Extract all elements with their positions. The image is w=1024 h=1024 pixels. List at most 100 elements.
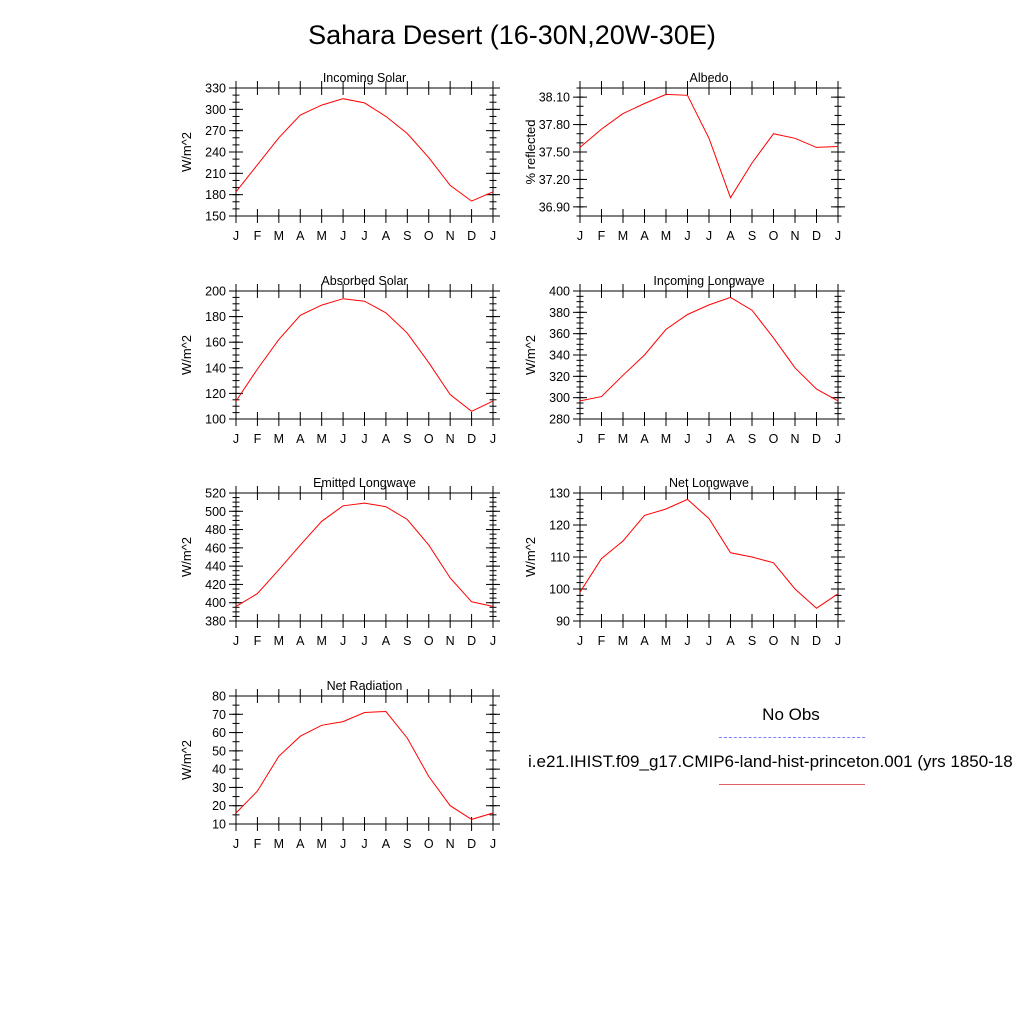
series-line-1 [235, 710, 494, 820]
x-tick-label: J [706, 634, 712, 648]
x-tick-label: A [726, 634, 735, 648]
x-tick-label: O [424, 634, 434, 648]
x-tick-label: S [748, 634, 756, 648]
x-tick-label: S [403, 229, 411, 243]
x-tick-label: N [790, 432, 799, 446]
y-axis-label: W/m^2 [179, 740, 194, 780]
y-tick-label: 70 [212, 708, 226, 722]
x-tick-label: J [233, 229, 239, 243]
x-tick-label: M [274, 229, 284, 243]
x-tick-label: F [598, 432, 606, 446]
x-tick-label: F [598, 634, 606, 648]
x-tick-label: J [577, 229, 583, 243]
y-tick-label: 420 [205, 578, 226, 592]
x-tick-label: D [467, 634, 476, 648]
x-tick-label: A [382, 229, 391, 243]
x-tick-label: J [684, 634, 690, 648]
y-tick-label: 400 [549, 285, 570, 299]
x-tick-label: O [424, 432, 434, 446]
page-title: Sahara Desert (16-30N,20W-30E) [308, 20, 716, 50]
y-tick-label: 360 [549, 327, 570, 341]
legend-obs-line [719, 737, 865, 738]
x-tick-label: J [361, 634, 367, 648]
legend-obs-label: No Obs [762, 705, 820, 724]
chart-title: Incoming Longwave [653, 274, 764, 288]
y-tick-label: 380 [549, 306, 570, 320]
y-axis-label: W/m^2 [523, 537, 538, 577]
y-tick-label: 320 [549, 370, 570, 384]
x-tick-label: M [274, 634, 284, 648]
series-line-1 [579, 93, 839, 199]
chart-title: Albedo [690, 71, 729, 85]
x-tick-label: A [296, 837, 305, 851]
x-tick-label: M [316, 634, 326, 648]
y-tick-label: 210 [205, 167, 226, 181]
y-tick-label: 140 [205, 361, 226, 375]
x-tick-label: J [706, 229, 712, 243]
chart-panel-5: Emitted Longwave W/m^2 380 400 420 440 460 480 5… [179, 476, 500, 648]
y-tick-label: 100 [205, 413, 226, 427]
y-tick-label: 90 [556, 615, 570, 629]
y-tick-label: 500 [205, 505, 226, 519]
y-tick-label: 520 [205, 487, 226, 501]
x-tick-label: M [316, 837, 326, 851]
x-tick-label: D [812, 432, 821, 446]
x-tick-label: A [382, 432, 391, 446]
x-tick-label: A [382, 837, 391, 851]
plot-frame [579, 492, 839, 622]
x-tick-label: J [684, 432, 690, 446]
x-tick-label: F [598, 229, 606, 243]
x-tick-label: N [790, 229, 799, 243]
x-tick-label: J [835, 229, 841, 243]
y-tick-label: 300 [205, 103, 226, 117]
y-tick-label: 330 [205, 82, 226, 96]
x-tick-label: J [490, 229, 496, 243]
x-tick-label: J [340, 229, 346, 243]
chart-title: Incoming Solar [323, 71, 406, 85]
y-tick-label: 100 [549, 583, 570, 597]
x-tick-label: J [835, 432, 841, 446]
x-tick-label: M [274, 837, 284, 851]
y-tick-label: 180 [205, 310, 226, 324]
x-tick-label: A [640, 634, 649, 648]
y-tick-label: 37.50 [539, 146, 570, 160]
x-tick-label: M [316, 432, 326, 446]
x-tick-label: S [403, 837, 411, 851]
x-tick-label: M [618, 634, 628, 648]
x-tick-label: D [467, 229, 476, 243]
x-tick-label: J [361, 837, 367, 851]
chart-title: Net Radiation [327, 679, 403, 693]
x-tick-label: A [640, 229, 649, 243]
x-tick-label: J [340, 837, 346, 851]
plot-frame [235, 290, 494, 420]
x-tick-label: M [661, 432, 671, 446]
y-tick-label: 36.90 [539, 200, 570, 214]
y-tick-label: 480 [205, 523, 226, 537]
x-tick-label: O [769, 229, 779, 243]
plot-frame [579, 290, 839, 420]
plot-frame [579, 87, 839, 217]
x-tick-label: M [618, 432, 628, 446]
y-tick-label: 460 [205, 541, 226, 555]
x-tick-label: F [254, 432, 262, 446]
x-tick-label: J [577, 432, 583, 446]
x-tick-label: M [661, 229, 671, 243]
y-tick-label: 37.80 [539, 118, 570, 132]
y-tick-label: 38.10 [539, 91, 570, 105]
y-tick-label: 300 [549, 391, 570, 405]
x-tick-label: J [233, 432, 239, 446]
x-tick-label: O [424, 837, 434, 851]
x-tick-label: S [403, 432, 411, 446]
x-tick-label: F [254, 837, 262, 851]
x-tick-label: J [577, 634, 583, 648]
x-tick-label: N [446, 229, 455, 243]
y-axis-label: % reflected [523, 119, 538, 184]
x-tick-label: J [340, 634, 346, 648]
x-tick-label: A [726, 229, 735, 243]
series-line-1 [235, 502, 494, 607]
legend-model-line [719, 784, 865, 785]
x-tick-label: D [812, 634, 821, 648]
